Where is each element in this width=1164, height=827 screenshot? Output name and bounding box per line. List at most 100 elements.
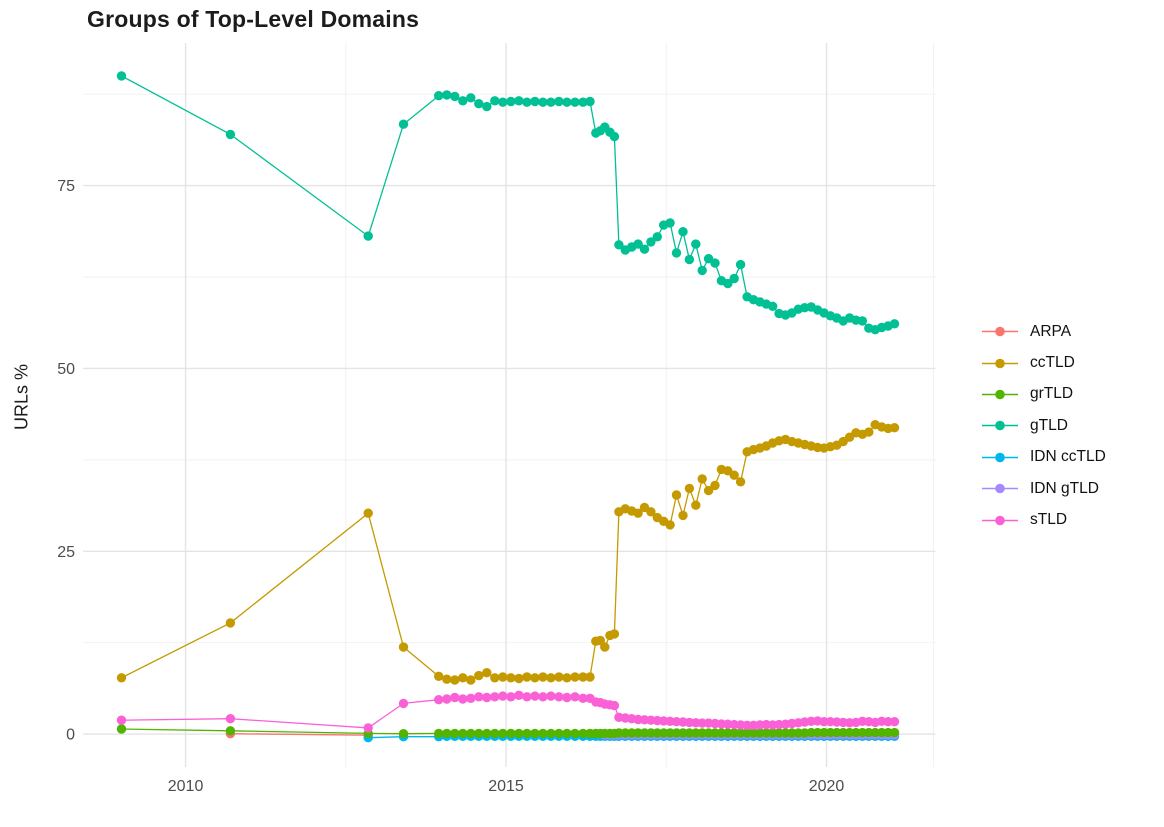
data-point — [450, 675, 460, 685]
data-point — [530, 691, 540, 701]
legend-label: grTLD — [1030, 385, 1074, 403]
data-point — [554, 692, 564, 702]
data-point — [482, 692, 492, 703]
data-point — [490, 692, 500, 702]
legend-label: ARPA — [1030, 322, 1072, 340]
data-point — [570, 692, 580, 702]
data-point — [506, 692, 516, 702]
data-point — [514, 728, 524, 739]
legend-swatch-icon — [982, 358, 1018, 368]
legend-swatch-icon — [982, 483, 1018, 494]
y-tick-label: 75 — [57, 178, 75, 195]
data-point — [691, 239, 701, 249]
data-point — [691, 500, 701, 510]
legend-label: IDN gTLD — [1030, 479, 1099, 497]
data-point — [546, 673, 556, 683]
data-point — [639, 244, 650, 254]
data-point — [578, 97, 588, 107]
legend-label: sTLD — [1030, 511, 1068, 529]
data-point — [585, 672, 595, 682]
series-cctld — [116, 420, 900, 685]
data-point — [735, 259, 746, 270]
data-point — [116, 673, 127, 683]
data-point — [398, 642, 409, 652]
data-point — [671, 728, 682, 738]
data-point — [889, 727, 900, 738]
data-point — [506, 96, 516, 107]
data-point — [450, 728, 460, 739]
data-point — [735, 728, 746, 738]
data-point — [506, 673, 516, 683]
data-point — [522, 692, 532, 702]
data-point — [434, 695, 444, 705]
data-point — [458, 728, 468, 739]
data-point — [482, 728, 492, 739]
data-point — [678, 227, 688, 237]
data-point — [450, 91, 460, 102]
data-point — [225, 726, 236, 736]
legend-item-idn-cctld: IDN ccTLD — [981, 442, 1106, 473]
data-point — [522, 672, 532, 682]
data-point — [225, 714, 236, 724]
data-point — [466, 728, 476, 739]
data-point — [482, 668, 492, 678]
data-point — [562, 97, 572, 107]
data-point — [729, 273, 739, 284]
data-point — [538, 672, 548, 682]
data-point — [652, 232, 662, 242]
data-point — [514, 673, 524, 684]
legend-swatch-icon — [982, 452, 1018, 463]
data-point — [116, 724, 127, 734]
data-point — [633, 239, 643, 249]
data-point — [562, 692, 572, 703]
series-gtld — [116, 71, 900, 335]
data-point — [466, 675, 476, 685]
y-tick-label: 50 — [57, 361, 75, 378]
data-point — [498, 691, 508, 701]
data-point — [538, 728, 548, 739]
data-point — [398, 698, 409, 709]
data-point — [546, 728, 556, 739]
data-point — [546, 691, 556, 701]
x-tick-label: 2010 — [168, 778, 204, 795]
y-tick-label: 0 — [66, 727, 75, 744]
data-point — [530, 96, 540, 107]
data-point — [116, 715, 127, 725]
data-point — [595, 635, 605, 646]
data-point — [554, 728, 564, 739]
data-point — [609, 700, 620, 711]
data-point — [710, 480, 720, 491]
data-point — [870, 727, 880, 738]
data-point — [450, 692, 460, 703]
data-point — [225, 618, 236, 628]
data-point — [697, 265, 707, 276]
data-point — [442, 728, 452, 739]
data-point — [498, 97, 508, 107]
data-point — [482, 101, 492, 112]
legend-item-stld: sTLD — [981, 504, 1106, 535]
data-point — [474, 692, 484, 702]
data-point — [363, 231, 373, 241]
legend-swatch-icon — [982, 326, 1018, 337]
data-point — [522, 728, 532, 739]
data-point — [363, 723, 373, 733]
data-point — [466, 693, 476, 703]
data-point — [710, 258, 720, 268]
data-point — [600, 642, 610, 652]
legend-item-grtld: grTLD — [981, 379, 1106, 410]
data-point — [609, 131, 620, 142]
legend: ARPA ccTLD grTLD gTLD IDN ccTLD IDN gTLD sTLD — [981, 316, 1106, 536]
data-point — [578, 693, 588, 703]
data-point — [729, 470, 739, 480]
data-point — [538, 97, 548, 107]
data-point — [697, 474, 707, 484]
gridlines-minor — [83, 43, 936, 767]
series-grtld — [116, 724, 900, 739]
data-point — [735, 477, 746, 487]
data-point — [684, 483, 695, 494]
data-point — [578, 728, 588, 739]
data-point — [633, 508, 643, 518]
data-point — [684, 254, 695, 265]
